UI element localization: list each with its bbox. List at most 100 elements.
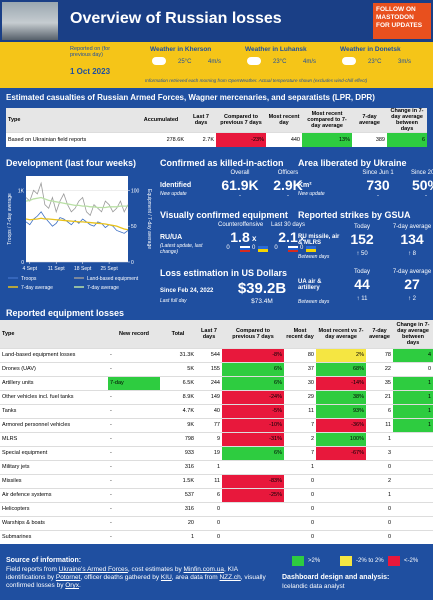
- line-chart: 0 1K 0 50 100 4 Sept 11 Sept 18 Sept 25 Sept Troo…: [7, 176, 152, 291]
- big-value: 27: [404, 276, 420, 292]
- table-cell: [393, 515, 433, 530]
- table-cell: 1: [196, 459, 222, 474]
- table-cell: Land-based equipment losses: [0, 347, 108, 362]
- table-row: Other vehicles incl. fuel tanks -8.9K 149-…: [0, 389, 433, 404]
- value: $73.4M: [251, 298, 273, 305]
- weather-wind: 4m/s: [208, 59, 222, 65]
- table-cell: Helicopters: [0, 501, 108, 516]
- table-cell: 2: [366, 473, 393, 488]
- table-cell: 1: [366, 431, 393, 446]
- table-cell: -24%: [222, 389, 284, 404]
- legend-label: Troops: [21, 276, 37, 282]
- big-value: 134: [400, 231, 424, 247]
- table-cell: -36%: [316, 417, 366, 432]
- column-header: Officers: [277, 170, 299, 176]
- column-header: Last 7 days: [196, 320, 222, 348]
- table-cell: 2.7K: [186, 132, 216, 147]
- casualty-table: Type Accumulated Last 7 days Compared to pr…: [6, 108, 427, 147]
- table-cell: 1.5K: [160, 473, 196, 488]
- column-header: 7-day average: [392, 224, 432, 230]
- legend-swatch: [340, 556, 352, 566]
- column-header: Today: [353, 224, 370, 230]
- flag: [258, 246, 268, 252]
- table-cell: -67%: [316, 445, 366, 460]
- table-cell: -23%: [216, 132, 266, 147]
- link[interactable]: KIU: [160, 574, 172, 581]
- table-cell: 20: [160, 515, 196, 530]
- link[interactable]: Ukraine's Armed Forces: [58, 566, 128, 573]
- y2-tick-label: 50: [131, 224, 137, 230]
- table-cell: 6: [387, 132, 427, 147]
- table-cell: [222, 515, 284, 530]
- color-legend: >2% -2% to 2% <-2%: [292, 556, 432, 568]
- table-cell: 93%: [316, 403, 366, 418]
- table-cell: 0: [366, 459, 393, 474]
- change: ↑ 8: [407, 251, 416, 257]
- update: -: [425, 193, 427, 199]
- table-cell: Submarines: [0, 529, 108, 544]
- column-header: Type: [0, 320, 108, 348]
- y-tick-label: 1K: [18, 188, 25, 194]
- design-title: Dashboard design and analysis:: [282, 574, 390, 581]
- big-value: $39.2B: [237, 280, 287, 297]
- table-cell: [222, 529, 284, 544]
- table-cell: 6: [196, 487, 222, 502]
- mastodon-button[interactable]: FOLLOW ON MASTODON FOR UPDATES: [373, 3, 431, 39]
- text: , area data from: [171, 574, 220, 581]
- table-cell: 37: [284, 361, 316, 376]
- table-cell: 0: [284, 487, 316, 502]
- column-header: Compared to previous 7 days: [222, 320, 284, 348]
- link[interactable]: Oryx: [65, 582, 79, 589]
- table-cell: 100%: [316, 431, 366, 446]
- section-title: Loss estimation in US Dollars: [160, 268, 288, 278]
- table-cell: 0: [366, 501, 393, 516]
- table-cell: [393, 529, 433, 544]
- table-row: Based on Ukrainian field reports 278.6K 2.…: [6, 132, 427, 147]
- table-cell: 1: [366, 487, 393, 502]
- section-title: Visually confirmed equipment: [160, 210, 288, 220]
- link[interactable]: Potornet: [55, 574, 81, 581]
- note: New update: [298, 191, 325, 197]
- link[interactable]: NZZ.ch: [219, 574, 241, 581]
- table-cell: 11: [284, 403, 316, 418]
- table-row: Missiles -1.5K 11 -83% 0 2: [0, 473, 433, 488]
- big-value: 152: [350, 231, 374, 247]
- column-header: Last 30 days: [270, 222, 306, 228]
- legend-label: 7-day average: [21, 285, 53, 291]
- table-cell: [316, 515, 366, 530]
- row-label: Km²: [298, 182, 312, 189]
- table-cell: Special equipment: [0, 445, 108, 460]
- weather-temp: 23°C: [273, 59, 287, 65]
- column-header: Change in 7-day average between days: [393, 320, 433, 348]
- table-cell: -: [108, 361, 160, 376]
- section-title: Reported equipment losses: [6, 308, 125, 318]
- table-cell: Based on Ukrainian field reports: [6, 132, 136, 147]
- table-cell: 316: [160, 501, 196, 516]
- equipment-table: Type New record Total Last 7 days Compared t…: [0, 320, 433, 544]
- table-cell: -: [108, 473, 160, 488]
- column-header: Total: [160, 320, 196, 348]
- table-cell: MLRS: [0, 431, 108, 446]
- table-cell: [316, 473, 366, 488]
- table-cell: 0: [196, 515, 222, 530]
- header-row: Type Accumulated Last 7 days Compared to pr…: [6, 108, 427, 133]
- table-cell: [316, 459, 366, 474]
- table-cell: Military jets: [0, 459, 108, 474]
- row-label: RU/UA: [160, 234, 183, 241]
- table-cell: [222, 501, 284, 516]
- column-header: Change in 7-day average between days: [387, 108, 427, 133]
- table-cell: [393, 459, 433, 474]
- table-cell: [316, 487, 366, 502]
- value-suffix: x: [300, 234, 305, 243]
- legend-label: -2% to 2%: [356, 558, 384, 564]
- link[interactable]: Minfin.com.ua: [183, 566, 225, 573]
- table-row: Drones (UAV) -5K 155 6% 37 68% 22 0: [0, 361, 433, 376]
- table-row: Helicopters -316 0 0 0: [0, 501, 433, 516]
- table-row: Warships & boats -20 0 0 0: [0, 515, 433, 530]
- table-cell: -: [108, 501, 160, 516]
- table-cell: 0: [284, 501, 316, 516]
- table-cell: -: [108, 459, 160, 474]
- text: , visually confirmed losses by: [6, 574, 266, 589]
- table-cell: 6%: [222, 375, 284, 390]
